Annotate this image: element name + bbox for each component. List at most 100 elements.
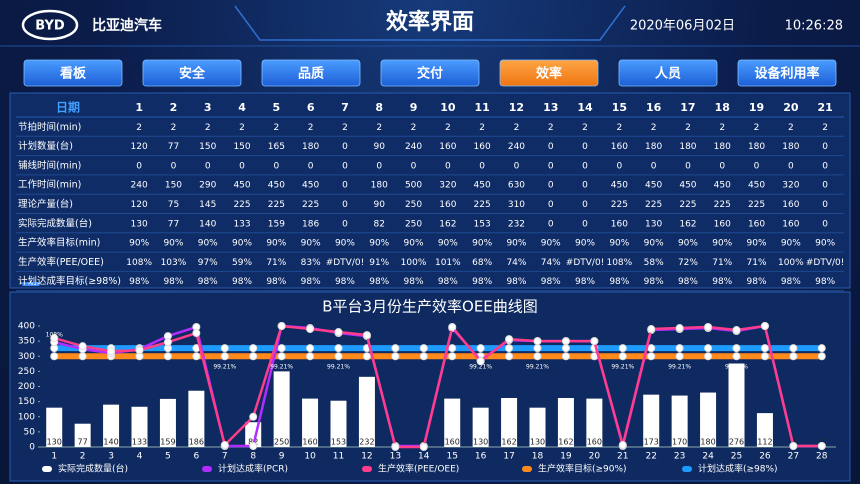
table-cell: 90 <box>374 142 386 152</box>
table-cell: 2 <box>376 123 382 133</box>
bar <box>188 390 205 447</box>
line-point <box>533 344 542 353</box>
table-header: 13 <box>543 101 558 114</box>
nav-label[interactable]: 安全 <box>179 66 206 82</box>
nav-label[interactable]: 效率 <box>536 66 562 82</box>
table-cell: 450 <box>679 181 696 191</box>
page-title: 效率界面 <box>386 9 474 35</box>
table-cell: 0 <box>411 161 417 171</box>
line-point <box>249 344 258 353</box>
nav-label[interactable]: 品质 <box>298 66 324 82</box>
table-header: 7 <box>341 101 349 114</box>
table-cell: 0 <box>136 161 142 171</box>
table-cell: 77 <box>168 219 179 229</box>
table-cell: 90% <box>335 239 355 249</box>
bar <box>159 398 176 447</box>
table-cell: 98% <box>404 277 424 287</box>
nav-button[interactable] <box>499 59 599 87</box>
table-cell: 90% <box>815 239 835 249</box>
bar-value-label: 160 <box>445 438 460 447</box>
x-tick-label: 3 <box>108 452 114 462</box>
table-cell: 58% <box>644 258 664 268</box>
table-cell: 0 <box>342 161 348 171</box>
nav-button[interactable] <box>380 59 480 87</box>
table-cell: 225 <box>679 200 696 210</box>
line-point <box>391 443 400 451</box>
bar-value-label: 130 <box>473 438 488 447</box>
table-cell: 2 <box>136 123 142 133</box>
table-cell: 0 <box>342 142 348 152</box>
table-header: 5 <box>273 101 281 114</box>
y-tick-label: 50 <box>24 427 36 437</box>
table-cell: 98% <box>301 277 321 287</box>
x-tick-label: 13 <box>390 452 401 462</box>
table-cell: 108% <box>606 258 632 268</box>
line-point <box>362 331 371 340</box>
table-cell: 98% <box>815 277 835 287</box>
bar <box>728 363 745 447</box>
nav-label[interactable]: 交付 <box>417 66 443 82</box>
line-point <box>391 344 400 353</box>
line-point <box>561 337 570 346</box>
nav-label[interactable]: 人员 <box>655 66 681 82</box>
table-cell: 180 <box>714 142 731 152</box>
table-cell: 2 <box>411 123 417 133</box>
table-cell: 71% <box>712 258 732 268</box>
y-tick-label: 100 <box>18 412 35 422</box>
table-cell: 2 <box>754 123 760 133</box>
table-cell: 180 <box>645 142 662 152</box>
nav-label[interactable]: 设备利用率 <box>754 66 819 82</box>
x-tick-label: 4 <box>137 452 143 462</box>
bar-value-label: 186 <box>189 438 204 447</box>
table-cell: 98% <box>575 277 595 287</box>
table-cell: 90% <box>438 239 458 249</box>
line-point <box>249 412 258 421</box>
table-header: 17 <box>680 101 695 114</box>
bar-value-label: 130 <box>530 438 545 447</box>
line-point <box>220 440 229 449</box>
line-point <box>78 352 87 361</box>
line-point <box>647 344 656 353</box>
nav-button[interactable] <box>23 59 123 87</box>
table-cell: 225 <box>233 200 250 210</box>
nav-button[interactable] <box>737 59 837 87</box>
x-tick-label: 24 <box>702 452 714 462</box>
table-cell: 225 <box>302 200 319 210</box>
legend-swatch <box>522 466 532 472</box>
table-cell: 100% <box>778 258 804 268</box>
line-point <box>505 352 514 361</box>
line-point <box>476 344 485 353</box>
line-point <box>561 352 570 361</box>
table-cell: 225 <box>645 200 662 210</box>
table-cell: 90% <box>747 239 767 249</box>
x-tick-label: 20 <box>589 452 601 462</box>
line-point <box>306 344 315 353</box>
table-cell: 0 <box>548 219 554 229</box>
table-cell: 162 <box>439 219 456 229</box>
table-cell: 160 <box>782 200 799 210</box>
line-point <box>704 344 713 353</box>
nav-button[interactable] <box>618 59 718 87</box>
nav-button[interactable] <box>142 59 242 87</box>
line-point <box>334 328 343 337</box>
nav-label[interactable]: 看板 <box>60 66 87 82</box>
bar-value-label: 160 <box>587 438 602 447</box>
line-point <box>50 352 59 361</box>
table-cell: 0 <box>582 200 588 210</box>
table-cell: 450 <box>233 181 250 191</box>
annotation: 99.21% <box>526 364 549 371</box>
nav-button[interactable] <box>261 59 361 87</box>
table-cell: 103% <box>161 258 187 268</box>
line-point <box>704 352 713 361</box>
table-header: 2 <box>170 101 178 114</box>
line-point <box>419 443 428 451</box>
x-tick-label: 16 <box>475 452 487 462</box>
table-header: 15 <box>612 101 627 114</box>
chart-title: B平台3月份生产效率OEE曲线图 <box>322 298 538 316</box>
table-cell: 140 <box>199 219 216 229</box>
table-cell: 0 <box>548 142 554 152</box>
table-cell: 160 <box>748 219 765 229</box>
table-cell: 75 <box>168 200 179 210</box>
table-cell: 130 <box>645 219 662 229</box>
table-cell: 160 <box>611 219 628 229</box>
